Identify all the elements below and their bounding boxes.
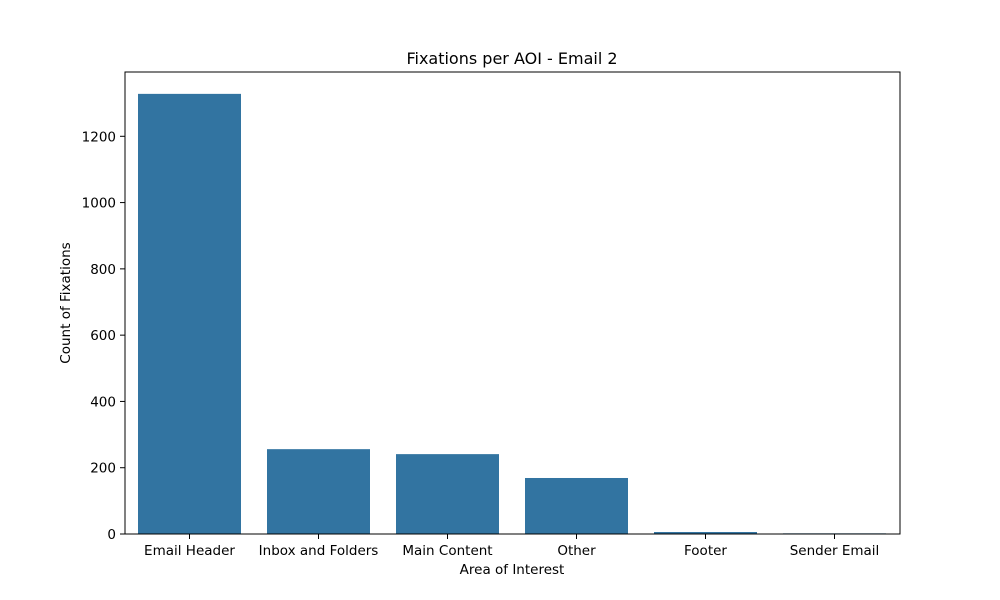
bar-inbox-and-folders xyxy=(267,449,370,534)
x-axis-title: Area of Interest xyxy=(460,562,565,578)
plot-frame xyxy=(124,71,901,535)
x-tick-label: Inbox and Folders xyxy=(259,543,379,559)
y-tick-label: 0 xyxy=(107,527,116,543)
chart-title: Fixations per AOI - Email 2 xyxy=(406,49,617,68)
y-tick-label: 200 xyxy=(90,461,116,477)
bar-other xyxy=(525,477,628,534)
y-axis-ticks: 0 200 400 600 800 1000 1200 xyxy=(82,129,125,543)
bars-group xyxy=(138,93,886,534)
x-tick-label: Other xyxy=(557,543,596,559)
bar-email-header xyxy=(138,93,241,534)
y-tick-label: 800 xyxy=(90,262,116,278)
x-tick-label: Email Header xyxy=(144,543,235,559)
x-tick-label: Footer xyxy=(684,543,727,559)
y-tick-label: 1200 xyxy=(82,129,116,145)
x-tick-label: Sender Email xyxy=(790,543,880,559)
y-axis-title: Count of Fixations xyxy=(58,242,74,363)
y-tick-label: 1000 xyxy=(82,196,116,212)
x-tick-label: Main Content xyxy=(402,543,492,559)
y-tick-label: 400 xyxy=(90,394,116,410)
bar-footer xyxy=(654,532,757,534)
y-tick-label: 600 xyxy=(90,328,116,344)
x-axis-ticks: Email Header Inbox and Folders Main Conten… xyxy=(144,534,879,559)
bar-main-content xyxy=(396,454,499,534)
